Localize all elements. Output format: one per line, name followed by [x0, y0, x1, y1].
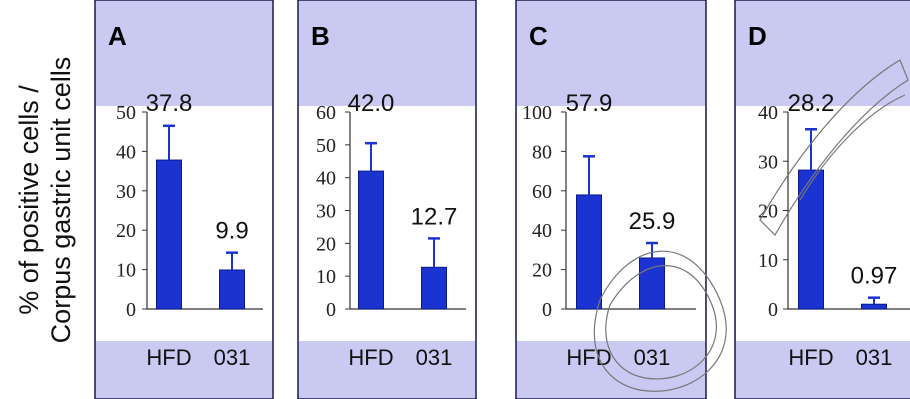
data-label: 57.9	[566, 90, 613, 117]
panel-d: D 0 10 20 30 40 28.2 HFD 0.97 031	[734, 0, 910, 399]
y-tick-label: 20	[532, 260, 552, 282]
y-tick-label: 10	[316, 266, 336, 288]
bar-hfd	[798, 169, 824, 310]
charts-group: A 0 10 20 30 40 50 37.8 HFD 9.9 031 B 0 10 20 30 40 50 60 4…	[94, 0, 910, 399]
category-label: 031	[856, 345, 893, 370]
bar-hfd	[576, 194, 602, 310]
y-tick-label: 20	[758, 201, 778, 223]
y-tick-label: 0	[126, 299, 136, 321]
bar-031	[219, 269, 245, 310]
watermark-stroke	[759, 59, 909, 236]
panel-c: C 0 20 40 60 80 100 57.9 HFD 25.9 031	[515, 0, 707, 399]
y-tick-label: 0	[542, 299, 552, 321]
y-tick-label: 30	[758, 151, 778, 173]
y-tick-label: 50	[116, 102, 136, 124]
data-label: 0.97	[851, 263, 898, 290]
y-tick-label: 40	[316, 168, 336, 190]
category-label: HFD	[146, 345, 191, 370]
bar-031	[421, 266, 447, 310]
y-tick-label: 20	[116, 220, 136, 242]
category-label: 031	[634, 345, 671, 370]
y-tick-label: 60	[316, 102, 336, 124]
y-tick-label: 60	[532, 181, 552, 203]
category-label: HFD	[566, 345, 611, 370]
y-tick-label: 0	[768, 299, 778, 321]
y-tick-label: 30	[116, 181, 136, 203]
data-label: 9.9	[215, 218, 248, 245]
panel-a: A 0 10 20 30 40 50 37.8 HFD 9.9 031	[94, 0, 274, 399]
panel-label: D	[748, 21, 767, 51]
bar-031	[861, 303, 887, 310]
y-tick-label: 20	[316, 233, 336, 255]
data-label: 42.0	[348, 90, 395, 117]
y-tick-label: 50	[316, 135, 336, 157]
watermark-ring	[605, 265, 717, 380]
y-tick-label: 40	[758, 102, 778, 124]
category-label: 031	[214, 345, 251, 370]
data-label: 25.9	[629, 208, 676, 235]
y-tick-label: 30	[316, 201, 336, 223]
plot-area	[517, 106, 705, 341]
y-tick-label: 100	[522, 102, 552, 124]
y-tick-label: 40	[532, 220, 552, 242]
data-label: 12.7	[411, 203, 458, 230]
category-label: HFD	[788, 345, 833, 370]
y-tick-label: 10	[116, 260, 136, 282]
bar-hfd	[156, 159, 182, 310]
category-label: HFD	[348, 345, 393, 370]
y-tick-label: 40	[116, 141, 136, 163]
data-label: 37.8	[146, 90, 193, 117]
y-tick-label: 10	[758, 250, 778, 272]
y-tick-label: 80	[532, 141, 552, 163]
panel-label: B	[311, 21, 330, 51]
y-tick-label: 0	[326, 299, 336, 321]
category-label: 031	[416, 345, 453, 370]
watermark-stroke	[799, 94, 906, 201]
data-label: 28.2	[788, 90, 835, 117]
watermark-ring	[593, 250, 727, 392]
bar-hfd	[358, 170, 384, 310]
panel-label: A	[108, 21, 127, 51]
panel-b: B 0 10 20 30 40 50 60 42.0 HFD 12.7 031	[297, 0, 477, 399]
panel-label: C	[529, 21, 548, 51]
watermark-logo	[593, 59, 909, 392]
